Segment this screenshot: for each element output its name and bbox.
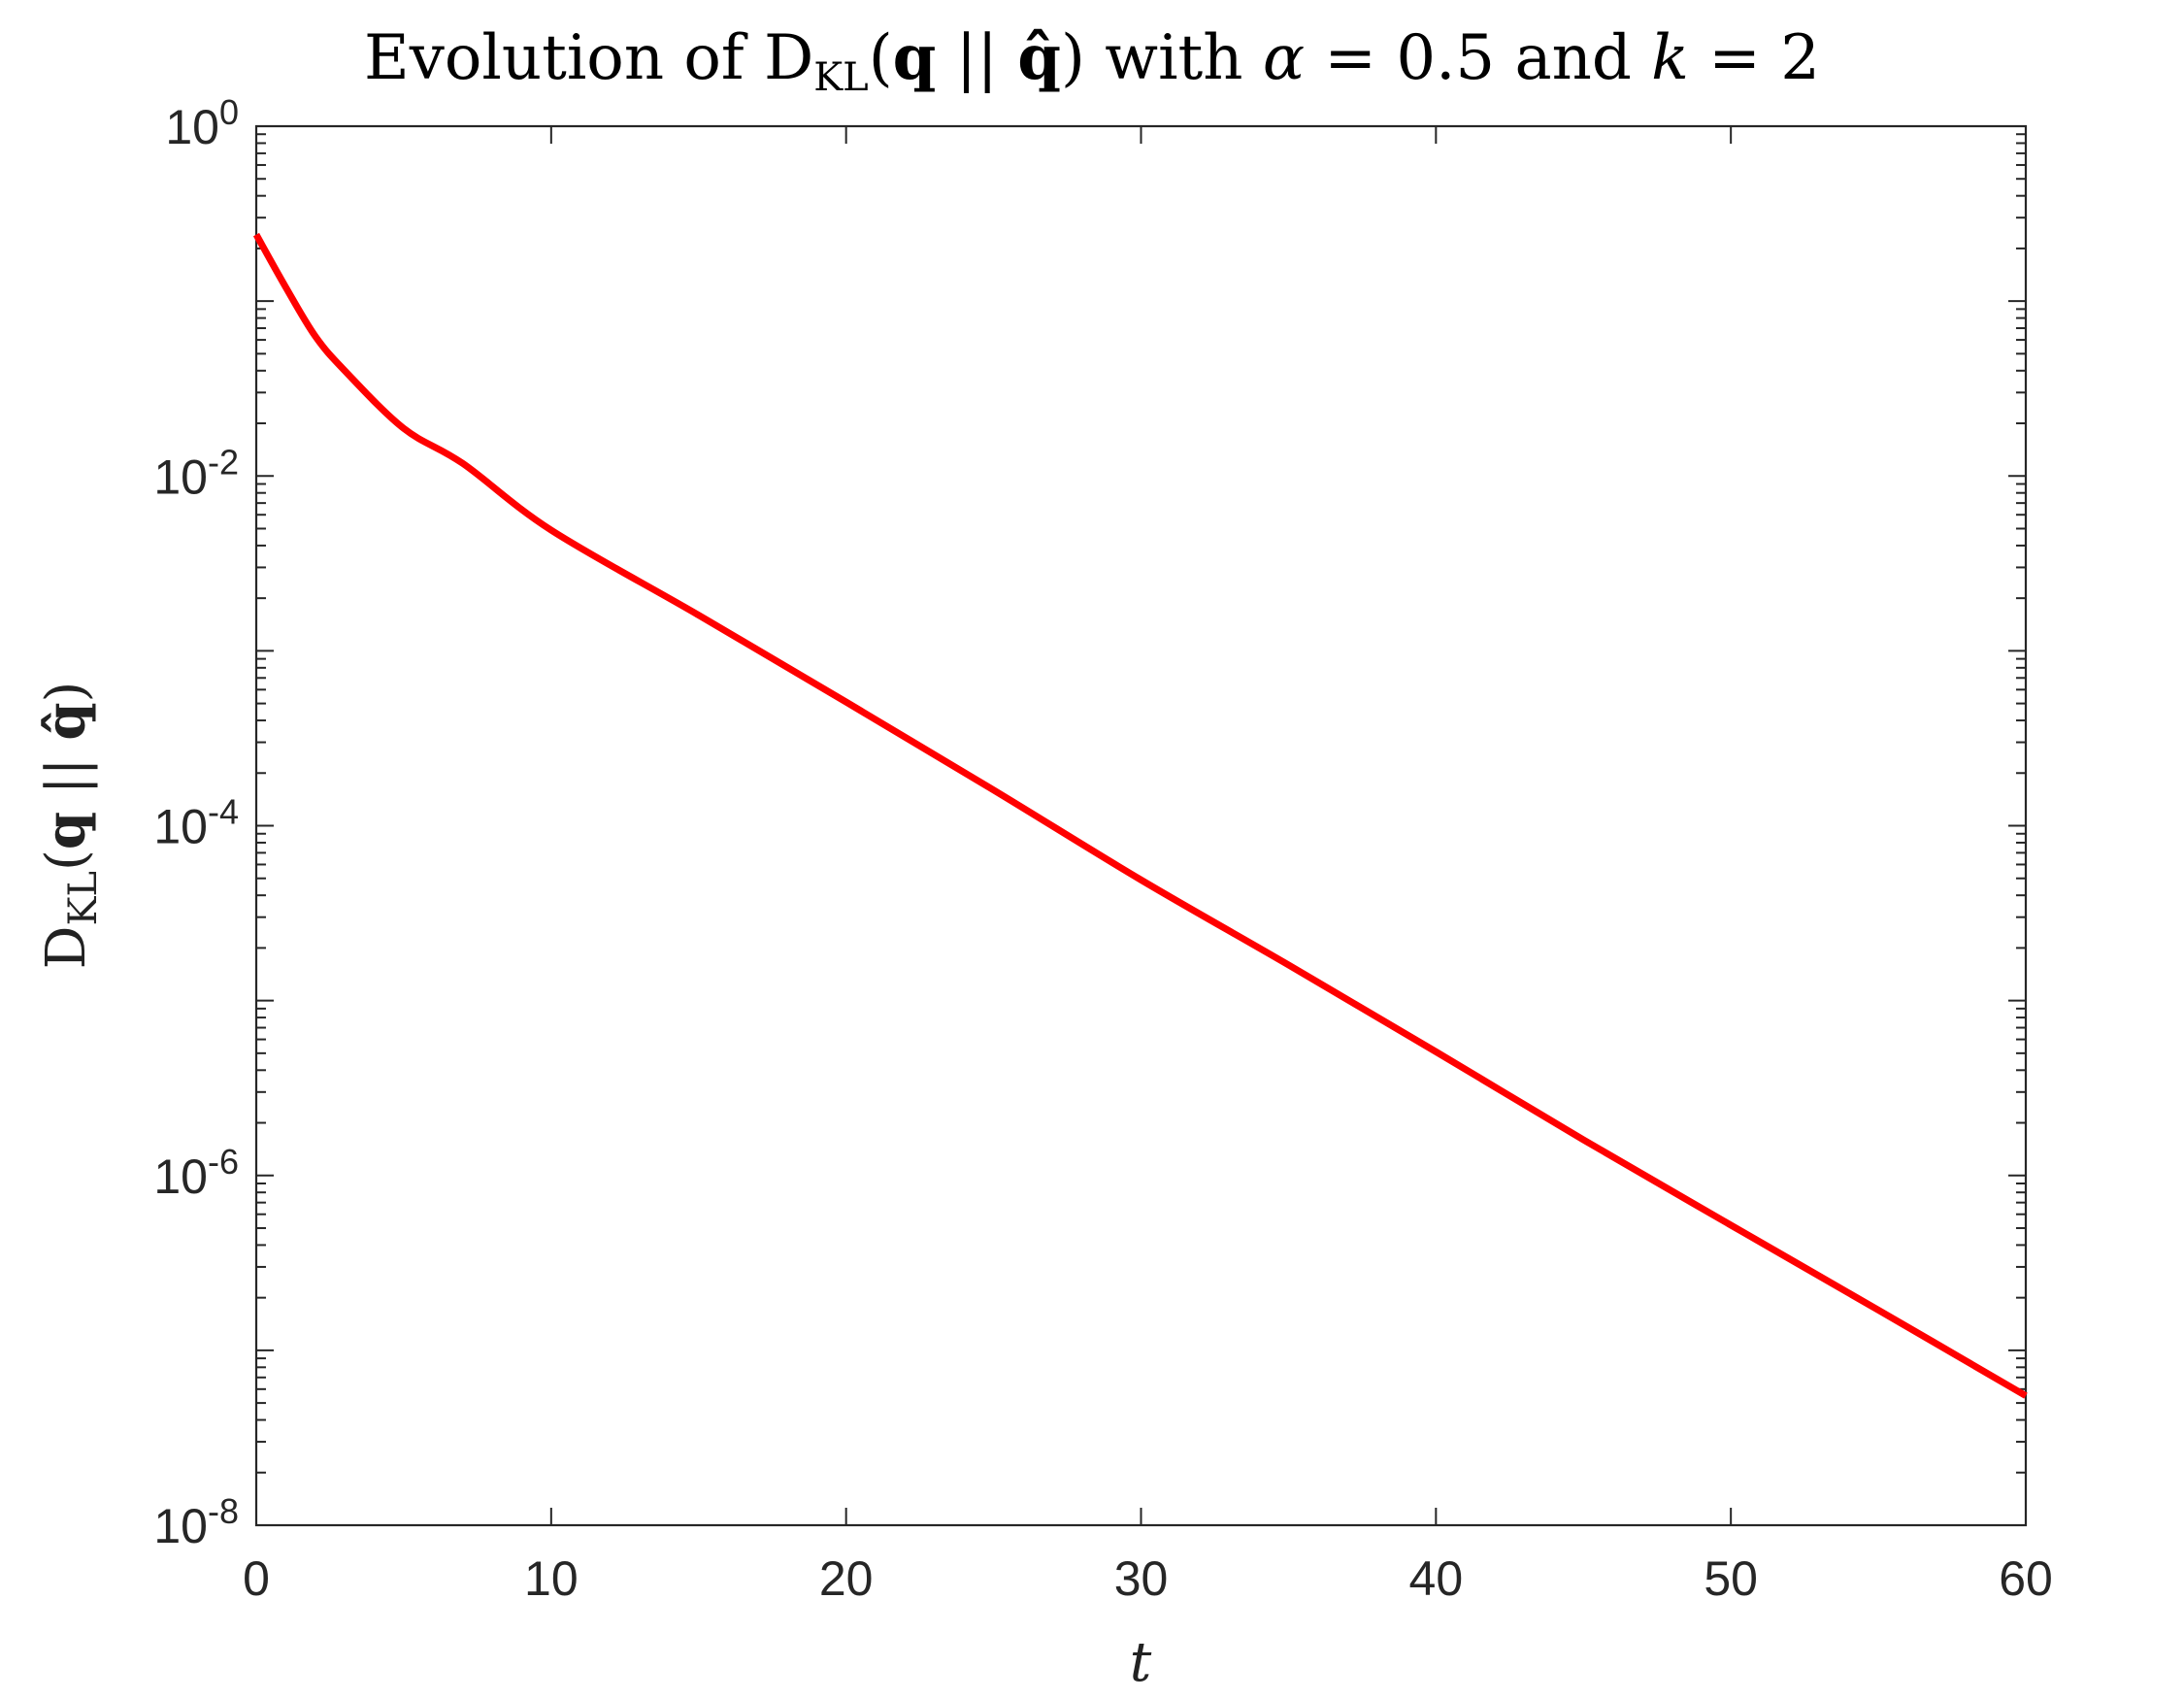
y-tick-label: 10-4 xyxy=(153,792,239,854)
x-tick-label: 30 xyxy=(1114,1551,1169,1606)
x-tick-label: 10 xyxy=(524,1551,579,1606)
axes-box xyxy=(254,124,2028,1527)
y-tick-label: 100 xyxy=(165,92,239,154)
y-tick-label: 10-6 xyxy=(153,1142,239,1204)
x-tick-label: 20 xyxy=(819,1551,874,1606)
x-tick-label: 40 xyxy=(1409,1551,1464,1606)
y-tick-label: 10-8 xyxy=(153,1491,239,1553)
x-tick-label: 50 xyxy=(1704,1551,1758,1606)
y-tick-label: 10-2 xyxy=(153,442,239,504)
series-line-d-kl xyxy=(252,232,2028,1399)
chart-title: Evolution of DKL(q || q̂) with α = 0.5 a… xyxy=(364,21,1820,100)
x-axis-label: t xyxy=(1129,1631,1152,1694)
x-tick-label: 60 xyxy=(1999,1551,2053,1606)
x-tick-label: 0 xyxy=(243,1551,270,1606)
